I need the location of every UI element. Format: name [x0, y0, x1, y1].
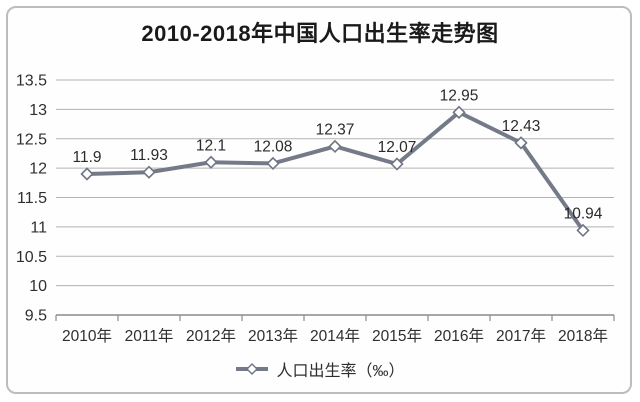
x-axis-category-label: 2017年 — [496, 327, 546, 345]
y-axis-tick-label: 9.5 — [25, 308, 47, 325]
data-point-label: 11.9 — [72, 149, 101, 166]
data-point-marker — [266, 156, 280, 171]
y-axis-tick-label: 12.5 — [16, 131, 47, 148]
x-axis-category-label: 2014年 — [310, 327, 360, 345]
data-point-label: 12.37 — [316, 121, 355, 138]
data-point-label: 12.1 — [196, 137, 226, 154]
data-point-label: 12.95 — [440, 87, 479, 104]
data-point-marker — [80, 167, 94, 181]
x-axis-category-label: 2016年 — [434, 327, 484, 345]
y-axis-tick-label: 11.5 — [17, 190, 47, 207]
legend-label: 人口出生率（‰） — [276, 363, 405, 380]
data-point-marker — [204, 155, 218, 169]
y-axis-tick-label: 12 — [29, 161, 47, 178]
data-point-label: 12.07 — [378, 139, 417, 156]
data-point-marker — [576, 223, 590, 238]
legend-line-diamond-icon — [236, 363, 269, 375]
data-point-label: 12.08 — [254, 138, 293, 155]
data-point-label: 10.94 — [564, 205, 603, 222]
data-point-label: 11.93 — [130, 147, 168, 164]
x-axis-category-label: 2018年 — [558, 327, 608, 345]
y-axis-tick-label: 10.5 — [16, 249, 47, 266]
data-point-marker — [390, 157, 404, 171]
data-point-marker — [328, 139, 342, 154]
data-point-marker — [142, 165, 156, 179]
x-axis-category-label: 2013年 — [248, 327, 298, 345]
x-axis-category-label: 2010年 — [62, 327, 112, 345]
x-axis-category-label: 2011年 — [125, 327, 174, 345]
legend: 人口出生率（‰） — [0, 357, 640, 381]
x-axis-category-label: 2015年 — [372, 327, 422, 345]
data-point-marker — [514, 136, 528, 150]
chart-frame — [6, 6, 632, 394]
data-point-marker — [452, 105, 466, 119]
y-axis-tick-label: 10 — [29, 278, 47, 295]
y-axis-tick-label: 13.5 — [16, 73, 47, 90]
data-point-label: 12.43 — [502, 118, 541, 135]
y-axis-tick-label: 11 — [30, 219, 47, 236]
x-axis-category-label: 2012年 — [186, 327, 236, 345]
y-axis-tick-label: 13 — [29, 102, 47, 119]
chart-title: 2010-2018年中国人口出生率走势图 — [141, 21, 499, 46]
